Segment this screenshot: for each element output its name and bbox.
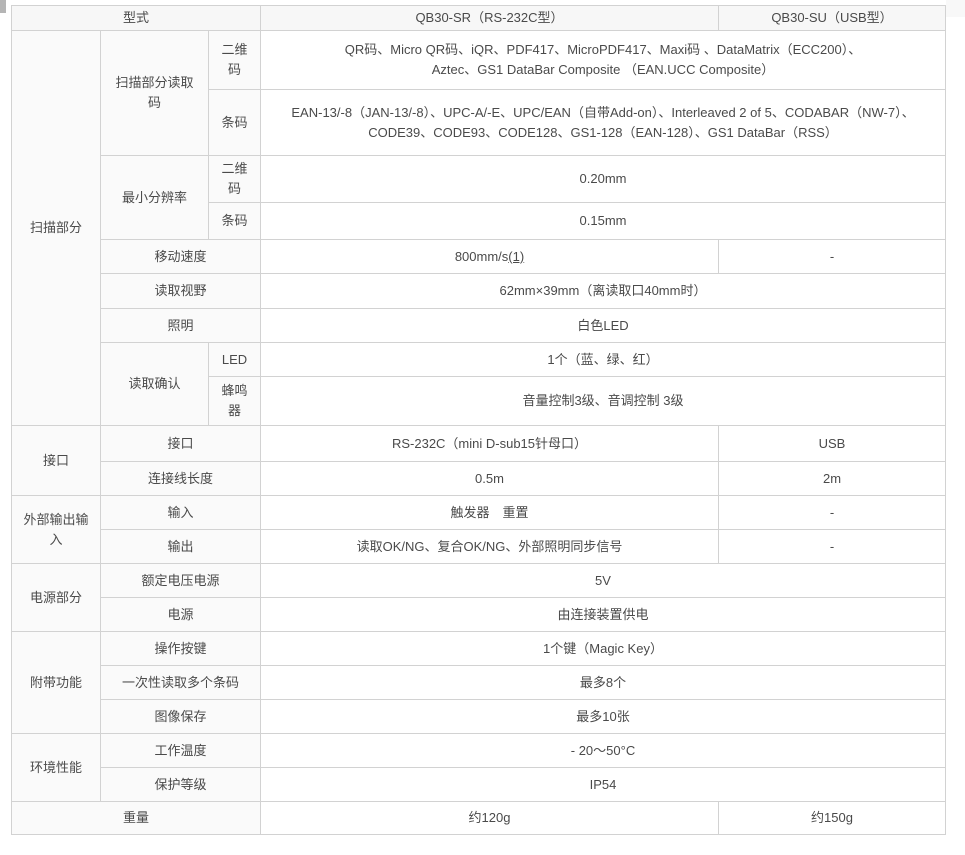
label-min-resolution: 最小分辨率 [100, 155, 209, 240]
header-model-cell: 型式 [11, 5, 261, 31]
label-field-of-view: 读取视野 [100, 273, 261, 309]
row-illumination: 照明 白色LED [12, 308, 946, 343]
row-power-supply: 电源 由连接装置供电 [12, 597, 946, 632]
group-environment: 环境性能 [11, 733, 101, 802]
row-interface-port: 接口 接口 RS-232C（mini D-sub15针母口） USB [11, 425, 946, 496]
header-row: 型式 QB30-SR（RS-232C型） QB30-SU（USB型） [11, 5, 946, 31]
value-output-su: - [718, 529, 946, 564]
value-input-su: - [718, 495, 946, 530]
group-interface: 接口 [11, 425, 101, 496]
sublabel-min-res-1d: 条码 [208, 202, 261, 240]
label-operation-key: 操作按键 [100, 631, 261, 666]
value-operation-key: 1个键（Magic Key） [260, 631, 946, 666]
spec-table: 型式 QB30-SR（RS-232C型） QB30-SU（USB型） 扫描部分 … [11, 5, 946, 835]
value-protection-rating: IP54 [260, 767, 946, 802]
value-power-supply: 由连接装置供电 [260, 597, 946, 632]
value-min-res-2d: 0.20mm [260, 155, 946, 203]
sublabel-led: LED [208, 342, 261, 377]
row-protection-rating: 保护等级 IP54 [12, 767, 946, 802]
row-confirm-buzzer: 蜂鸣器 音量控制3级、音调控制 3级 [12, 376, 946, 426]
label-protection-rating: 保护等级 [100, 767, 261, 802]
header-model-su: QB30-SU（USB型） [718, 5, 946, 31]
label-input: 输入 [100, 495, 261, 530]
row-cable-length: 连接线长度 0.5m 2m [12, 461, 946, 496]
row-ext-output: 输出 读取OK/NG、复合OK/NG、外部照明同步信号 - [12, 529, 946, 564]
label-illumination: 照明 [100, 308, 261, 343]
group-power: 电源部分 [11, 563, 101, 632]
value-read-codes-2d-line1: QR码、Micro QR码、iQR、PDF417、MicroPDF417、Max… [344, 42, 862, 57]
row-confirm-led: 读取确认 LED 1个（蓝、绿、红） [12, 342, 946, 426]
sublabel-2d-code: 二维码 [208, 30, 261, 90]
sublabel-buzzer: 蜂鸣器 [208, 376, 261, 426]
value-read-codes-2d-line2: Aztec、GS1 DataBar Composite （EAN.UCC Com… [431, 62, 775, 77]
header-model-sr: QB30-SR（RS-232C型） [260, 5, 719, 31]
value-buzzer: 音量控制3级、音调控制 3级 [260, 376, 946, 426]
row-min-resolution-2d: 最小分辨率 二维码 0.20mm [12, 155, 946, 240]
value-output-sr: 读取OK/NG、复合OK/NG、外部照明同步信号 [260, 529, 719, 564]
value-port-su: USB [718, 425, 946, 462]
scrollbar-fragment-top-left [0, 0, 6, 13]
row-field-of-view: 读取视野 62mm×39mm（离读取口40mm时） [12, 273, 946, 309]
value-input-sr: 触发器 重置 [260, 495, 719, 530]
value-moving-speed-su: - [718, 239, 946, 274]
label-multi-read: 一次性读取多个条码 [100, 665, 261, 700]
label-cable-length: 连接线长度 [100, 461, 261, 496]
row-min-resolution-1d: 条码 0.15mm [12, 202, 946, 240]
value-port-sr: RS-232C（mini D-sub15针母口） [260, 425, 719, 462]
row-rated-voltage: 电源部分 额定电压电源 5V [11, 563, 946, 632]
label-read-codes: 扫描部分读取码 [100, 30, 209, 156]
sublabel-min-res-2d: 二维码 [208, 155, 261, 203]
value-weight-sr: 约120g [260, 801, 719, 835]
value-read-codes-1d-line2: CODE39、CODE93、CODE128、GS1-128（EAN-128）、G… [368, 124, 838, 140]
group-external-io: 外部输出输入 [11, 495, 101, 564]
label-read-confirm: 读取确认 [100, 342, 209, 426]
value-multi-read: 最多8个 [260, 665, 946, 700]
value-field-of-view: 62mm×39mm（离读取口40mm时） [260, 273, 946, 309]
value-moving-speed-sr: 800mm/s(1) [260, 239, 719, 274]
value-min-res-1d: 0.15mm [260, 202, 946, 240]
value-read-codes-2d: QR码、Micro QR码、iQR、PDF417、MicroPDF417、Max… [260, 30, 946, 90]
row-weight: 重量 约120g 约150g [11, 801, 946, 835]
row-operating-temp: 环境性能 工作温度 - 20～50°C [11, 733, 946, 802]
value-rated-voltage: 5V [260, 563, 946, 598]
label-operating-temp: 工作温度 [100, 733, 261, 768]
value-image-save: 最多10张 [260, 699, 946, 734]
page-fragment-top-right [946, 0, 965, 17]
value-illumination: 白色LED [260, 308, 946, 343]
label-image-save: 图像保存 [100, 699, 261, 734]
label-power-supply: 电源 [100, 597, 261, 632]
row-read-codes-1d: 条码 EAN-13/-8（JAN-13/-8）、UPC-A/-E、UPC/EAN… [12, 89, 946, 156]
row-operation-key: 附带功能 操作按键 1个键（Magic Key） [11, 631, 946, 734]
row-read-codes-2d: 扫描部分 扫描部分读取码 二维码 QR码、Micro QR码、iQR、PDF41… [11, 30, 946, 426]
value-cable-su: 2m [718, 461, 946, 496]
row-ext-input: 外部输出输入 输入 触发器 重置 - [11, 495, 946, 564]
label-weight: 重量 [11, 801, 261, 835]
row-multi-read: 一次性读取多个条码 最多8个 [12, 665, 946, 700]
value-weight-su: 约150g [718, 801, 946, 835]
value-operating-temp: - 20～50°C [260, 733, 946, 768]
group-features: 附带功能 [11, 631, 101, 734]
label-port: 接口 [100, 425, 261, 462]
value-read-codes-1d-line1: EAN-13/-8（JAN-13/-8）、UPC-A/-E、UPC/EAN（自带… [291, 104, 915, 120]
value-led: 1个（蓝、绿、红） [260, 342, 946, 377]
moving-speed-value: 800mm/s [454, 248, 509, 264]
value-cable-sr: 0.5m [260, 461, 719, 496]
value-read-codes-1d: EAN-13/-8（JAN-13/-8）、UPC-A/-E、UPC/EAN（自带… [260, 89, 946, 156]
label-moving-speed: 移动速度 [100, 239, 261, 274]
label-output: 输出 [100, 529, 261, 564]
group-scan: 扫描部分 [11, 30, 101, 426]
label-rated-voltage: 额定电压电源 [100, 563, 261, 598]
sublabel-barcode: 条码 [208, 89, 261, 156]
footnote-1-link[interactable]: (1) [508, 248, 525, 264]
row-image-save: 图像保存 最多10张 [12, 699, 946, 734]
row-moving-speed: 移动速度 800mm/s(1) - [12, 239, 946, 274]
